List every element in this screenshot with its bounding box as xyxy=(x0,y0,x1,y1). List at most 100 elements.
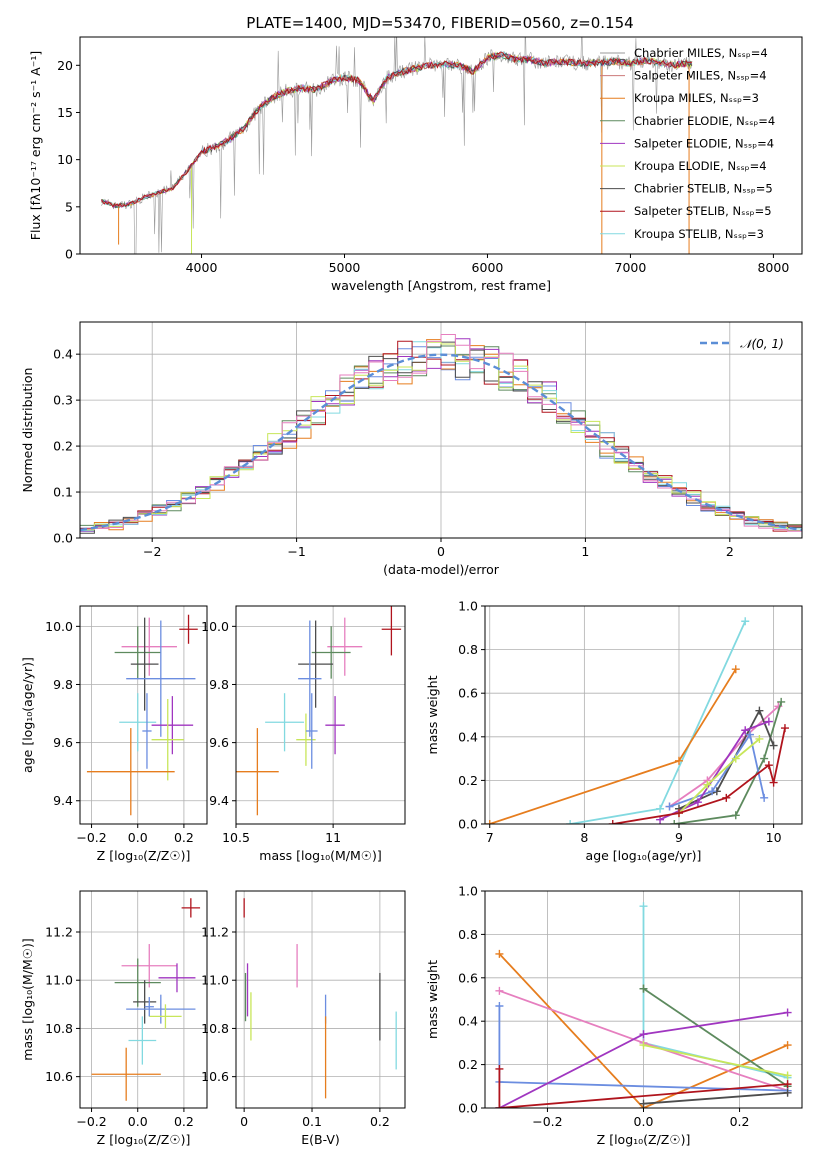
weight-marker xyxy=(566,820,575,824)
weight-marker xyxy=(495,1002,504,1011)
weight-marker xyxy=(783,1071,792,1080)
weight-marker xyxy=(495,986,504,995)
chart-age-vs-mass: 10.5 11 9.4 9.6 9.8 10.0 mass [log₁₀(M/M☉)] xyxy=(201,605,406,863)
y-tick-label: 0.2 xyxy=(458,1057,478,1072)
y-axis-label: Normed distribution xyxy=(20,368,35,493)
axes-frame xyxy=(79,36,803,255)
y-tick-label: 0.2 xyxy=(53,439,73,454)
weight-line-ks xyxy=(642,906,788,1079)
chart-mass-vs-z: −0.2 0.0 0.2 10.6 10.8 11.0 11.2 Z [log₁₀(Z/Z☉)… xyxy=(20,890,208,1147)
axes-frame xyxy=(79,605,208,825)
spectrum-line-cm xyxy=(101,37,692,254)
weight-marker xyxy=(783,1080,792,1089)
weight-marker xyxy=(495,949,504,958)
y-tick-label: 0.1 xyxy=(53,485,73,500)
x-tick-label: 10.5 xyxy=(222,830,250,845)
y-tick-label: 9.6 xyxy=(53,735,73,750)
weight-marker xyxy=(741,726,750,735)
x-axis-label: (data-model)/error xyxy=(383,562,500,577)
weight-marker xyxy=(708,787,717,796)
x-tick-label: 10 xyxy=(766,830,782,845)
y-axis-label: mass weight xyxy=(425,960,440,1039)
y-tick-label: 10.6 xyxy=(201,1069,229,1084)
plot-area xyxy=(485,617,789,824)
weight-marker xyxy=(783,1088,792,1097)
x-tick-label: 0 xyxy=(240,1114,248,1129)
y-tick-label: 1.0 xyxy=(458,884,478,899)
legend-label: Kroupa MILES, Nₛₛₚ=3 xyxy=(634,91,759,105)
weight-marker xyxy=(783,1041,792,1050)
y-tick-label: 0.0 xyxy=(458,817,478,832)
histogram-ss xyxy=(80,340,802,532)
y-tick-label: 0.4 xyxy=(53,347,73,362)
y-axis-label: mass [log₁₀(M/M☉)] xyxy=(20,938,35,1060)
x-tick-label: 11 xyxy=(325,830,341,845)
plot-area xyxy=(495,902,792,1108)
weight-marker xyxy=(495,1104,504,1108)
chart-age-vs-z: −0.2 0.0 0.2 9.4 9.6 9.8 10.0 Z [log₁₀(Z/Z☉)] ag… xyxy=(20,605,208,863)
x-axis-label: Z [log₁₀(Z/Z☉)] xyxy=(97,848,191,863)
weight-marker xyxy=(495,1064,504,1073)
weight-marker xyxy=(703,780,712,789)
weight-marker xyxy=(485,820,494,824)
x-tick-label: 9 xyxy=(675,830,683,845)
y-tick-label: 0.8 xyxy=(458,927,478,942)
x-tick-label: −0.2 xyxy=(76,830,106,845)
legend-label: Chabrier ELODIE, Nₛₛₚ=4 xyxy=(634,114,775,128)
weight-marker xyxy=(656,804,665,813)
weight-marker xyxy=(755,706,764,715)
chart-residuals: −2 −1 0 1 2 0.0 0.1 0.2 0.3 0.4 (data-model)/error… xyxy=(20,321,803,577)
y-tick-label: 0 xyxy=(65,247,73,262)
y-tick-label: 0.4 xyxy=(458,729,478,744)
legend-label: Salpeter STELIB, Nₛₛₚ=5 xyxy=(634,204,772,218)
weight-marker xyxy=(760,793,769,802)
x-tick-label: 2 xyxy=(726,544,734,559)
x-tick-label: 8 xyxy=(580,830,588,845)
y-tick-label: 1.0 xyxy=(458,599,478,614)
histogram-cs xyxy=(80,341,802,534)
y-tick-label: 9.8 xyxy=(53,677,73,692)
plot-area xyxy=(243,898,397,1099)
spectrum-line-cs xyxy=(101,52,693,209)
x-tick-label: 0.2 xyxy=(174,830,194,845)
x-tick-label: 5000 xyxy=(329,260,361,275)
y-tick-label: 9.6 xyxy=(209,735,229,750)
weight-marker xyxy=(670,820,679,824)
legend-label: Chabrier STELIB, Nₛₛₚ=5 xyxy=(634,182,773,196)
weight-marker xyxy=(731,665,740,674)
x-axis-label: mass [log₁₀(M/M☉)] xyxy=(259,848,381,863)
y-tick-label: 0.4 xyxy=(458,1014,478,1029)
weight-line-ce xyxy=(674,701,783,824)
axes-frame xyxy=(484,605,803,825)
axes-frame xyxy=(235,890,406,1109)
axes-frame xyxy=(79,890,208,1109)
weight-marker xyxy=(764,761,773,770)
x-tick-label: 1 xyxy=(581,544,589,559)
y-tick-label: 0.8 xyxy=(458,642,478,657)
legend-label: 𝒩(0, 1) xyxy=(740,337,784,351)
weight-marker xyxy=(769,778,778,787)
y-tick-label: 15 xyxy=(57,105,73,120)
plot-area xyxy=(91,898,201,1101)
x-axis-label: age [log₁₀(age/yr)] xyxy=(586,848,702,863)
x-tick-label: 0.2 xyxy=(174,1114,194,1129)
legend-label: Kroupa STELIB, Nₛₛₚ=3 xyxy=(634,227,764,241)
weight-marker xyxy=(741,617,750,626)
gaussian-curve xyxy=(80,353,802,532)
y-tick-label: 0.0 xyxy=(53,531,73,546)
weight-marker xyxy=(722,793,731,802)
x-tick-label: 0.0 xyxy=(634,1114,654,1129)
x-tick-label: −0.2 xyxy=(76,1114,106,1129)
x-tick-label: 0.1 xyxy=(302,1114,322,1129)
chart-weight-vs-age: 7 8 9 10 0.0 0.2 0.4 0.6 0.8 1.0 age [log₁₀(age/yr… xyxy=(425,599,803,863)
x-tick-label: −0.2 xyxy=(532,1114,562,1129)
weight-marker xyxy=(764,717,773,726)
x-axis-label: wavelength [Angstrom, rest frame] xyxy=(331,278,551,293)
legend-label: Salpeter MILES, Nₛₛₚ=4 xyxy=(634,69,767,83)
plot-area xyxy=(101,37,693,254)
weight-line-ke xyxy=(678,738,760,814)
chart-mass-vs-ebv: 0 0.1 0.2 10.6 10.8 11.0 11.2 E(B-V) xyxy=(201,890,406,1147)
y-tick-label: 11.2 xyxy=(45,924,73,939)
weight-marker xyxy=(731,754,740,763)
